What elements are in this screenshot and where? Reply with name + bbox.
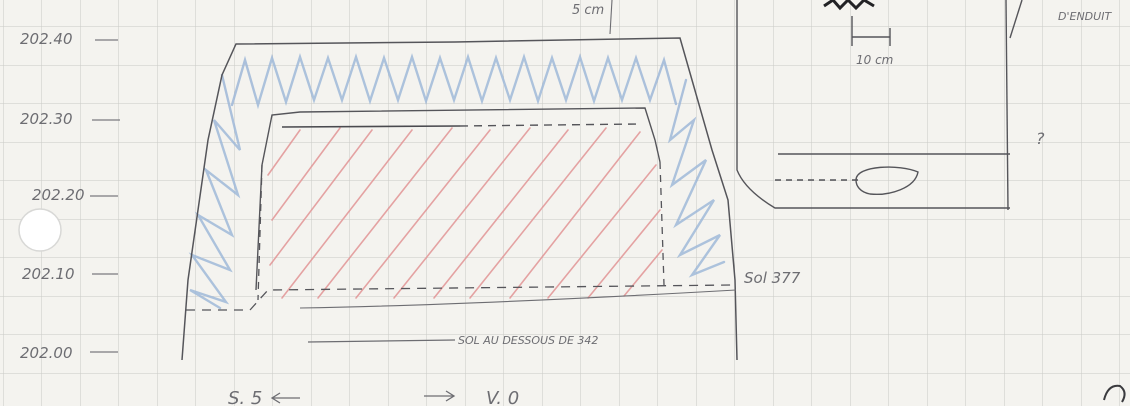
corner-mark — [1103, 384, 1126, 403]
below-label-line — [307, 339, 456, 343]
bottom-left-note: S. 5 — [228, 388, 262, 406]
top-dimension-mark — [609, 0, 613, 35]
inner-top-dashed — [459, 123, 641, 127]
sol-label: Sol 377 — [744, 269, 801, 287]
elevation-ticks — [90, 39, 120, 353]
below-label: SOL AU DESSOUS DE 342 — [458, 334, 598, 347]
floor-line-solid — [299, 289, 737, 309]
left-dashed-wall — [257, 164, 263, 301]
elevation-label-2: 202.30 — [20, 110, 73, 128]
right-detail — [736, 0, 1023, 211]
floor-line-dashed — [186, 284, 733, 311]
arrow-right — [424, 390, 456, 402]
punch-hole — [18, 208, 62, 252]
question-mark: ? — [1036, 129, 1045, 148]
elevation-label-4: 202.10 — [22, 265, 75, 283]
enduit-label: D'ENDUIT — [1058, 10, 1112, 23]
scale-bar-label: 10 cm — [856, 53, 893, 67]
elevation-label-1: 202.40 — [20, 30, 73, 48]
outer-profile — [181, 37, 738, 361]
red-hatching — [267, 127, 663, 299]
elevation-label-3: 202.20 — [32, 186, 85, 204]
elevation-label-5: 202.00 — [20, 344, 73, 362]
blue-hatching — [188, 53, 726, 310]
top-dimension-label: 5 cm — [572, 3, 604, 18]
arrow-left — [270, 392, 300, 404]
inner-top-solid — [281, 125, 461, 128]
bottom-right-note: V. 0 — [486, 388, 519, 406]
